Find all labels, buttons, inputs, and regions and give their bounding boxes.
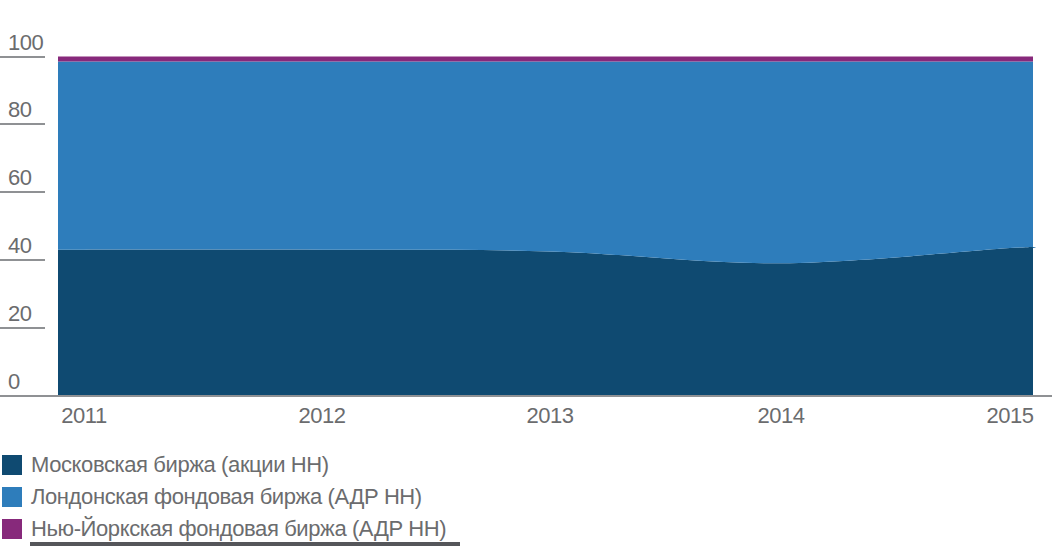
y-axis-label-80: 80: [8, 99, 31, 121]
area-series-0: [56, 247, 1036, 396]
legend-swatch-new-york-stock-exchange: [2, 519, 22, 539]
x-axis-baseline: [0, 395, 1052, 397]
legend-swatch-moscow-exchange: [2, 455, 22, 475]
area-series-1: [56, 62, 1036, 264]
y-tick-line-80: [0, 123, 45, 125]
legend-item-london-stock-exchange: Лондонская фондовая биржа (АДР НН): [2, 487, 422, 507]
area-series-2: [56, 57, 1036, 62]
legend-label-moscow-exchange: Московская биржа (акции НН): [31, 455, 329, 475]
y-axis-label-100: 100: [8, 32, 43, 54]
clipped-legend-row-edge: [30, 542, 460, 546]
x-axis-label-2014: 2014: [758, 404, 805, 428]
x-axis-label-2012: 2012: [299, 404, 346, 428]
y-axis-label-40: 40: [8, 235, 31, 257]
x-axis-label-2015: 2015: [987, 404, 1034, 428]
y-tick-line-60: [0, 191, 45, 193]
y-tick-line-40: [0, 259, 45, 261]
x-axis-label-2013: 2013: [527, 404, 574, 428]
x-axis-label-2011: 2011: [61, 404, 106, 428]
legend-label-new-york-stock-exchange: Нью-Йоркская фондовая биржа (АДР НН): [31, 519, 446, 539]
y-tick-line-100: [0, 56, 45, 58]
legend-item-moscow-exchange: Московская биржа (акции НН): [2, 455, 329, 475]
legend-item-new-york-stock-exchange: Нью-Йоркская фондовая биржа (АДР НН): [2, 519, 446, 539]
y-axis-label-60: 60: [8, 167, 31, 189]
legend-label-london-stock-exchange: Лондонская фондовая биржа (АДР НН): [31, 487, 422, 507]
y-axis-label-20: 20: [8, 303, 31, 325]
stacked-area-chart: 0 20 40 60 80 100 2011 2012 2013 2014 2015 Москов…: [0, 0, 1056, 546]
legend-swatch-london-stock-exchange: [2, 487, 22, 507]
y-axis-label-0: 0: [8, 371, 20, 393]
y-tick-line-20: [0, 327, 45, 329]
